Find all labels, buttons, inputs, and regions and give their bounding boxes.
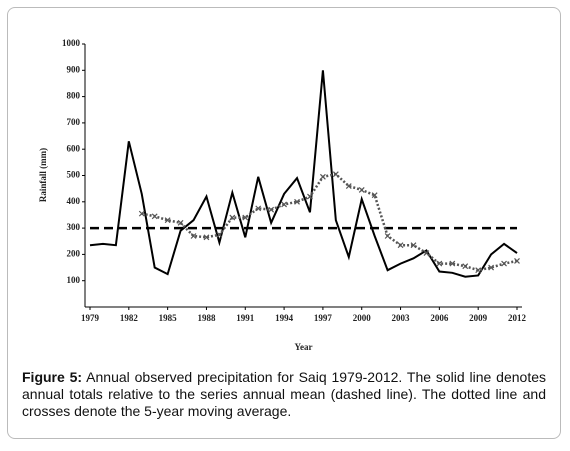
y-tick-label: 900 (67, 64, 81, 74)
y-tick-label: 700 (67, 117, 81, 127)
cross-marker (216, 231, 223, 238)
cross-marker (229, 214, 236, 221)
cross-marker (138, 210, 145, 217)
cross-marker (255, 205, 262, 212)
cross-marker (449, 260, 456, 267)
cross-marker (475, 267, 482, 274)
cross-marker (203, 234, 210, 241)
cross-marker (358, 187, 365, 193)
cross-marker (319, 173, 326, 180)
series-line (141, 172, 518, 272)
cross-marker (177, 219, 184, 226)
cross-marker (410, 242, 417, 249)
x-tick-label: 2012 (508, 313, 527, 323)
y-tick-label: 100 (67, 275, 81, 285)
cross-marker (281, 201, 288, 208)
cross-marker (423, 250, 430, 257)
cross-marker (151, 213, 158, 220)
caption-label: Figure 5: (22, 369, 83, 385)
chart: 100 200 300 400 500 600 700 800 900 1000 1979 1982 1… (38, 38, 527, 352)
cross-marker (332, 171, 339, 178)
x-tick-label: 2003 (392, 313, 411, 323)
cross-marker (436, 260, 443, 267)
y-tick-label: 800 (67, 91, 81, 101)
caption-text: Annual observed precipitation for Saiq 1… (22, 369, 546, 419)
cross-marker (501, 260, 507, 267)
cross-marker (488, 264, 495, 271)
y-tick-label: 400 (67, 196, 81, 206)
cross-marker (190, 233, 197, 239)
x-tick-label: 2000 (353, 313, 372, 323)
cross-marker (514, 258, 520, 264)
cross-marker (371, 192, 378, 199)
y-tick-label: 1000 (62, 38, 81, 48)
cross-marker (345, 183, 352, 189)
cross-marker (384, 233, 391, 239)
x-tick-label: 1982 (120, 313, 139, 323)
x-axis-label: Year (295, 342, 313, 352)
y-tick-label: 500 (67, 170, 81, 180)
caption: Figure 5: Annual observed precipitation … (22, 369, 546, 420)
y-axis-label: Rainfall (mm) (38, 148, 48, 202)
x-tick-label: 1991 (236, 313, 255, 323)
x-tick-label: 2006 (430, 313, 449, 323)
y-tick-label: 600 (67, 143, 81, 153)
cross-marker (242, 214, 249, 221)
cross-marker (164, 217, 171, 224)
x-tick-label: 2009 (469, 313, 488, 323)
cross-marker (462, 263, 469, 270)
cross-marker (268, 206, 275, 213)
y-tick-label: 300 (67, 222, 81, 232)
cross-marker (294, 198, 300, 205)
x-tick-label: 1988 (197, 313, 216, 323)
cross-marker (307, 193, 313, 200)
frame (7, 7, 561, 439)
x-tick-label: 1985 (159, 313, 178, 323)
x-tick-label: 1997 (314, 313, 333, 323)
x-tick-label: 1979 (81, 313, 100, 323)
y-tick-label: 200 (67, 248, 81, 258)
x-tick-label: 1994 (275, 313, 294, 323)
series-line (89, 70, 518, 278)
cross-marker (397, 242, 404, 249)
